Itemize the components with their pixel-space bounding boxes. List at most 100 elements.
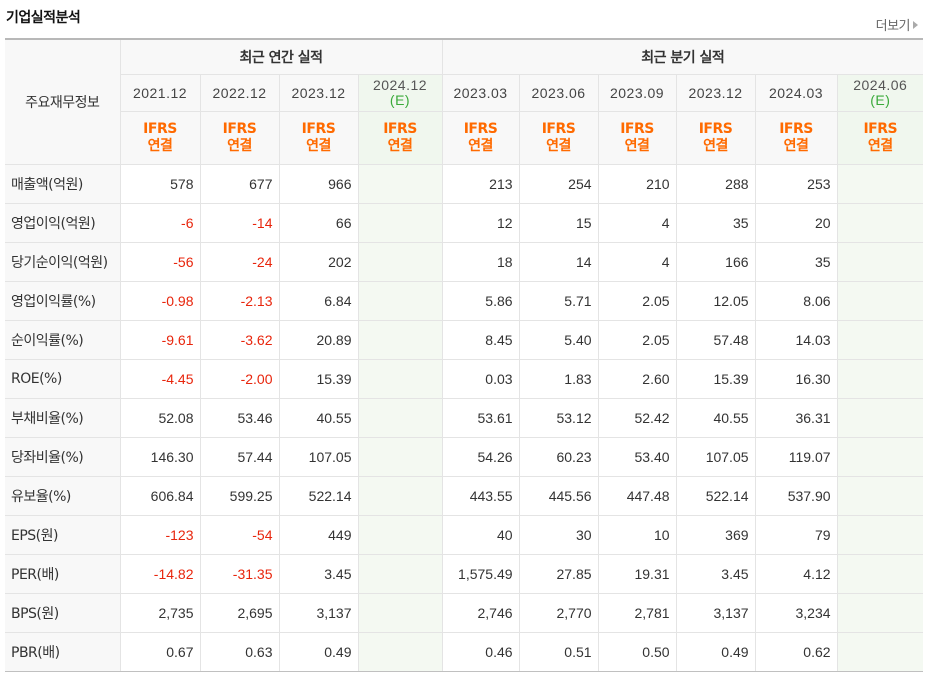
table-cell bbox=[358, 476, 443, 516]
row-label: 순이익률(%) bbox=[5, 320, 121, 360]
table-row: BPS(원) 2,735 2,695 3,137 2,746 2,770 2,781 3,13… bbox=[5, 593, 924, 633]
ifrs-basis-label: IFRS 연결 bbox=[755, 111, 838, 165]
table-cell: 20 bbox=[755, 203, 838, 243]
table-cell: 253 bbox=[755, 164, 838, 204]
row-label: 부채비율(%) bbox=[5, 397, 121, 438]
table-cell: 2.60 bbox=[598, 359, 677, 399]
table-cell bbox=[837, 397, 924, 438]
table-cell: 8.06 bbox=[755, 280, 838, 321]
period-header: 2023.12 bbox=[279, 74, 359, 112]
ifrs-basis-label: IFRS 연결 bbox=[676, 111, 756, 165]
table-cell: 53.40 bbox=[598, 437, 677, 477]
table-row: 부채비율(%) 52.08 53.46 40.55 53.61 53.12 52.42 40.… bbox=[5, 397, 924, 438]
table-row: EPS(원) -123 -54 449 40 30 10 369 79 bbox=[5, 514, 924, 555]
row-label: ROE(%) bbox=[5, 359, 121, 399]
row-label: PBR(배) bbox=[5, 632, 121, 672]
period-header: 2022.12 bbox=[200, 74, 280, 112]
table-cell: -0.98 bbox=[120, 280, 201, 321]
table-cell: 54.26 bbox=[441, 437, 520, 477]
table-cell: 288 bbox=[676, 164, 756, 204]
table-cell: 3,137 bbox=[676, 593, 756, 633]
table-cell: 0.03 bbox=[441, 359, 520, 399]
table-cell: 522.14 bbox=[279, 476, 359, 516]
table-cell: 5.71 bbox=[519, 280, 599, 321]
table-cell: 3.45 bbox=[676, 554, 756, 594]
table-cell: 4.12 bbox=[755, 554, 838, 594]
row-label: EPS(원) bbox=[5, 514, 121, 555]
table-cell: 2.05 bbox=[598, 320, 677, 360]
table-cell: 522.14 bbox=[676, 476, 756, 516]
table-cell: 66 bbox=[279, 203, 359, 243]
table-cell: 966 bbox=[279, 164, 359, 204]
table-cell: 40.55 bbox=[676, 397, 756, 438]
row-label: 유보율(%) bbox=[5, 476, 121, 516]
table-cell: 2,770 bbox=[519, 593, 599, 633]
chevron-right-icon bbox=[913, 20, 918, 29]
table-cell bbox=[358, 359, 443, 399]
table-cell: 3,137 bbox=[279, 593, 359, 633]
period-header: 2023.09 bbox=[598, 74, 677, 112]
table-cell bbox=[837, 203, 924, 243]
table-row: PBR(배) 0.67 0.63 0.49 0.46 0.51 0.50 0.49 0.62 bbox=[5, 632, 924, 672]
table-cell: 10 bbox=[598, 514, 677, 555]
ifrs-basis-label: IFRS 연결 bbox=[358, 111, 443, 165]
table-cell: 5.86 bbox=[441, 280, 520, 321]
ifrs-basis-label: IFRS 연결 bbox=[598, 111, 677, 165]
table-cell: 0.49 bbox=[279, 632, 359, 672]
table-cell bbox=[837, 242, 924, 282]
table-cell: -24 bbox=[200, 242, 280, 282]
estimate-marker: (E) bbox=[870, 91, 891, 108]
table-cell: 0.67 bbox=[120, 632, 201, 672]
table-cell: 35 bbox=[676, 203, 756, 243]
table-cell: -14 bbox=[200, 203, 280, 243]
table-cell: 0.46 bbox=[441, 632, 520, 672]
table-row: 매출액(억원) 578 677 966 213 254 210 288 253 bbox=[5, 164, 924, 204]
table-cell: 2,735 bbox=[120, 593, 201, 633]
table-cell: 119.07 bbox=[755, 437, 838, 477]
table-cell: 16.30 bbox=[755, 359, 838, 399]
table-cell: -6 bbox=[120, 203, 201, 243]
period-label: 2024.06 bbox=[853, 76, 908, 93]
row-header-label: 주요재무정보 bbox=[5, 38, 121, 165]
table-cell: 12 bbox=[441, 203, 520, 243]
period-header: 2024.06 (E) bbox=[837, 74, 924, 112]
table-cell: -4.45 bbox=[120, 359, 201, 399]
table-cell: 14.03 bbox=[755, 320, 838, 360]
table-cell bbox=[358, 203, 443, 243]
ifrs-basis-label: IFRS 연결 bbox=[120, 111, 201, 165]
table-cell bbox=[837, 632, 924, 672]
table-row: 순이익률(%) -9.61 -3.62 20.89 8.45 5.40 2.05 57.48 1… bbox=[5, 320, 924, 360]
table-cell: 4 bbox=[598, 242, 677, 282]
table-cell: 202 bbox=[279, 242, 359, 282]
more-link[interactable]: 더보기 bbox=[876, 15, 918, 34]
table-row: 유보율(%) 606.84 599.25 522.14 443.55 445.56 447.… bbox=[5, 476, 924, 516]
table-cell: -31.35 bbox=[200, 554, 280, 594]
row-label: 매출액(억원) bbox=[5, 164, 121, 204]
period-label: 2024.12 bbox=[372, 76, 428, 93]
table-cell: 0.62 bbox=[755, 632, 838, 672]
table-cell: -3.62 bbox=[200, 320, 280, 360]
row-label: 영업이익(억원) bbox=[5, 203, 121, 243]
period-header: 2023.12 bbox=[676, 74, 756, 112]
table-cell bbox=[837, 476, 924, 516]
table-cell: 53.46 bbox=[200, 397, 280, 438]
table-cell: -56 bbox=[120, 242, 201, 282]
estimate-marker: (E) bbox=[389, 91, 411, 108]
table-cell bbox=[837, 280, 924, 321]
table-cell: 1,575.49 bbox=[441, 554, 520, 594]
table-cell: 30 bbox=[519, 514, 599, 555]
more-link-label: 더보기 bbox=[875, 19, 911, 34]
ifrs-basis-label: IFRS 연결 bbox=[519, 111, 599, 165]
group-header-quarterly: 최근 분기 실적 bbox=[441, 38, 924, 75]
table-cell: 166 bbox=[676, 242, 756, 282]
row-label: 영업이익률(%) bbox=[5, 280, 121, 321]
table-cell: 443.55 bbox=[441, 476, 520, 516]
table-row: 당기순이익(억원) -56 -24 202 18 14 4 166 35 bbox=[5, 242, 924, 282]
table-cell: 2,746 bbox=[441, 593, 520, 633]
table-cell bbox=[358, 397, 443, 438]
table-cell: 0.50 bbox=[598, 632, 677, 672]
table-cell: 15.39 bbox=[676, 359, 756, 399]
table-cell: 52.42 bbox=[598, 397, 677, 438]
table-cell: -9.61 bbox=[120, 320, 201, 360]
table-cell bbox=[837, 359, 924, 399]
